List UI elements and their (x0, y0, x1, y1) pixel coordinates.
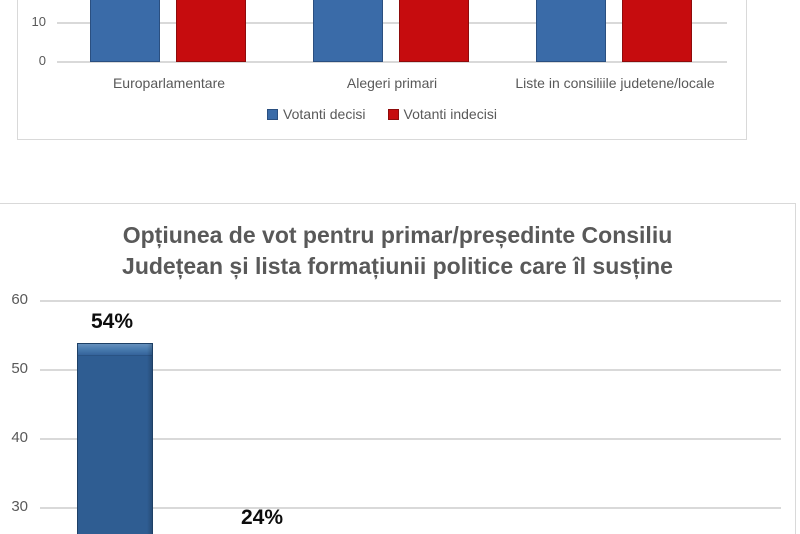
bottom-gridline-30 (40, 507, 781, 509)
legend-label-votanti-decisi: Votanti decisi (283, 106, 366, 122)
vote-option-chart-panel: Opțiunea de vot pentru primar/președinte… (0, 203, 796, 534)
legend-swatch-red-icon (387, 108, 399, 120)
bottom-y-tick-40: 40 (11, 429, 28, 446)
category-label-alegeri-primari: Alegeri primari (346, 75, 438, 91)
bar-indecisi-alegeri-primari (399, 0, 469, 62)
top-y-tick-10: 10 (31, 14, 46, 29)
chart-title: Opțiunea de vot pentru primar/președinte… (0, 220, 795, 282)
bar-decisi-alegeri-primari (313, 0, 383, 62)
legend-item-votanti-decisi: Votanti decisi (267, 106, 366, 122)
bottom-gridline-50 (40, 369, 781, 371)
bottom-y-tick-60: 60 (11, 291, 28, 308)
bottom-y-tick-50: 50 (11, 360, 28, 377)
legend-swatch-blue-icon (267, 108, 279, 120)
category-label-europarlamentare: Europarlamentare (112, 75, 226, 91)
voters-decided-chart-panel: 10 0 Europarlamentare Alegeri primari Li… (17, 0, 747, 140)
bar-indecisi-liste-consilii (622, 0, 692, 62)
bottom-gridline-40 (40, 438, 781, 440)
bar-primar-option-54 (77, 343, 153, 534)
data-label-54: 54% (90, 310, 134, 333)
bar-decisi-europarlamentare (90, 0, 160, 62)
category-label-liste-consilii: Liste in consiliile judetene/locale (515, 75, 715, 91)
bottom-y-tick-30: 30 (11, 498, 28, 515)
bar-decisi-liste-consilii (536, 0, 606, 62)
bar-indecisi-europarlamentare (176, 0, 246, 62)
chart-legend: Votanti decisi Votanti indecisi (18, 104, 746, 124)
legend-item-votanti-indecisi: Votanti indecisi (387, 106, 497, 122)
top-y-tick-0: 0 (38, 53, 46, 68)
legend-label-votanti-indecisi: Votanti indecisi (403, 106, 497, 122)
top-gridline-0 (57, 61, 727, 63)
chart-title-line1: Opțiunea de vot pentru primar/președinte… (122, 222, 673, 248)
top-gridline-10 (57, 22, 727, 24)
chart-title-line2: Județean și lista formațiunii politice c… (122, 253, 673, 279)
bottom-gridline-60 (40, 300, 781, 302)
data-label-24: 24% (240, 506, 284, 529)
